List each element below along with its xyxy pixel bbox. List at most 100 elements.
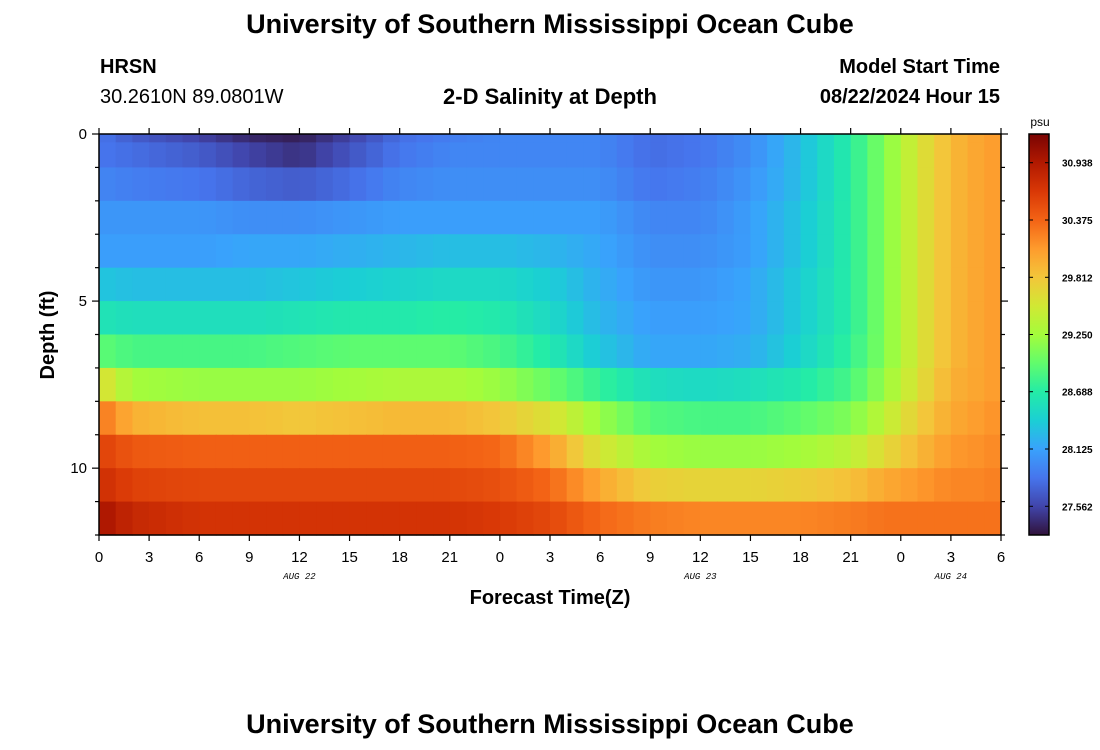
heatmap-cell [499, 234, 518, 269]
heatmap-cell [299, 267, 317, 302]
heatmap-cell [850, 468, 868, 503]
heatmap-cell [232, 367, 250, 402]
heatmap-cell [399, 134, 417, 143]
heatmap-cell [616, 334, 635, 369]
heatmap-cell [316, 367, 334, 402]
heatmap-cell [817, 267, 835, 302]
heatmap-cell [249, 501, 267, 536]
heatmap-cell [266, 301, 284, 336]
heatmap-cell [249, 468, 267, 503]
heatmap-cell [382, 501, 401, 536]
heatmap-cell [132, 134, 150, 143]
heatmap-cell [282, 200, 301, 235]
heatmap-cell [750, 167, 768, 202]
heatmap-cell [99, 142, 117, 169]
heatmap-cell [583, 334, 601, 369]
heatmap-cell [566, 167, 584, 202]
heatmap-cell [149, 367, 167, 402]
heatmap-cell [215, 167, 234, 202]
heatmap-cell [165, 134, 184, 143]
heatmap-cell [499, 134, 518, 143]
heatmap-cell [550, 401, 568, 436]
heatmap-cell [833, 234, 852, 269]
heatmap-cell [566, 142, 584, 169]
heatmap-cell [934, 234, 952, 269]
heatmap-cell [282, 501, 301, 536]
heatmap-cell [850, 434, 868, 469]
heatmap-cell [550, 301, 568, 336]
heatmap-cell [833, 501, 852, 536]
heatmap-cell [550, 468, 568, 503]
heatmap-cell [950, 468, 969, 503]
heatmap-cell [616, 200, 635, 235]
colorbar-tick-label: 30.375 [1062, 216, 1093, 227]
heatmap-cell [466, 334, 484, 369]
heatmap-cell [182, 501, 200, 536]
heatmap-cell [115, 401, 133, 436]
heatmap-cell [783, 434, 802, 469]
heatmap-cell [666, 434, 685, 469]
heatmap-cell [349, 167, 367, 202]
heatmap-cell [483, 434, 501, 469]
heatmap-cell [516, 142, 534, 169]
heatmap-cell [967, 501, 985, 536]
heatmap-cell [800, 501, 818, 536]
heatmap-cell [717, 301, 735, 336]
heatmap-cell [449, 142, 468, 169]
heatmap-cell [232, 401, 250, 436]
heatmap-cell [483, 401, 501, 436]
heatmap-cell [516, 401, 534, 436]
station-id: HRSN [100, 56, 157, 78]
heatmap-cell [666, 134, 685, 143]
heatmap-cell [299, 167, 317, 202]
heatmap-cell [99, 200, 117, 235]
heatmap-cell [215, 142, 234, 169]
heatmap-cell [884, 334, 902, 369]
heatmap-cell [817, 134, 835, 143]
heatmap-cell [182, 142, 200, 169]
heatmap-cell [700, 200, 718, 235]
heatmap-cell [633, 501, 651, 536]
heatmap-cell [900, 434, 919, 469]
heatmap-cell [683, 234, 701, 269]
heatmap-cell [99, 167, 117, 202]
heatmap-cell [299, 334, 317, 369]
heatmap-cell [99, 434, 117, 469]
heatmap-cell [249, 234, 267, 269]
heatmap-cell [316, 267, 334, 302]
heatmap-cell [884, 142, 902, 169]
heatmap-cell [833, 142, 852, 169]
heatmap-cell [717, 468, 735, 503]
heatmap-cell [349, 200, 367, 235]
heatmap-cell [149, 234, 167, 269]
x-tick-label: 15 [341, 549, 358, 566]
x-tick-label: 3 [947, 549, 955, 566]
heatmap-cell [767, 200, 785, 235]
heatmap-cell [683, 167, 701, 202]
heatmap-cell [266, 401, 284, 436]
heatmap-cell [550, 134, 568, 143]
heatmap-cell [967, 142, 985, 169]
heatmap-cell [165, 167, 184, 202]
heatmap-cell [733, 200, 752, 235]
heatmap-cell [282, 334, 301, 369]
heatmap-cell [132, 234, 150, 269]
heatmap-cell [366, 234, 384, 269]
heatmap-cell [249, 167, 267, 202]
heatmap-cell [483, 134, 501, 143]
heatmap-cell [382, 234, 401, 269]
heatmap-cell [650, 167, 668, 202]
model-start-value: 08/22/2024 Hour 15 [819, 86, 1000, 108]
heatmap-cell [232, 134, 250, 143]
heatmap-cell [433, 200, 451, 235]
heatmap-cell [683, 468, 701, 503]
heatmap-cell [516, 501, 534, 536]
heatmap-cell [616, 267, 635, 302]
x-axis-label: Forecast Time(Z) [470, 587, 631, 609]
heatmap-cell [215, 200, 234, 235]
heatmap-cell [533, 142, 551, 169]
heatmap-cell [850, 501, 868, 536]
heatmap-cell [767, 434, 785, 469]
heatmap-cell [650, 142, 668, 169]
heatmap-cell [884, 501, 902, 536]
